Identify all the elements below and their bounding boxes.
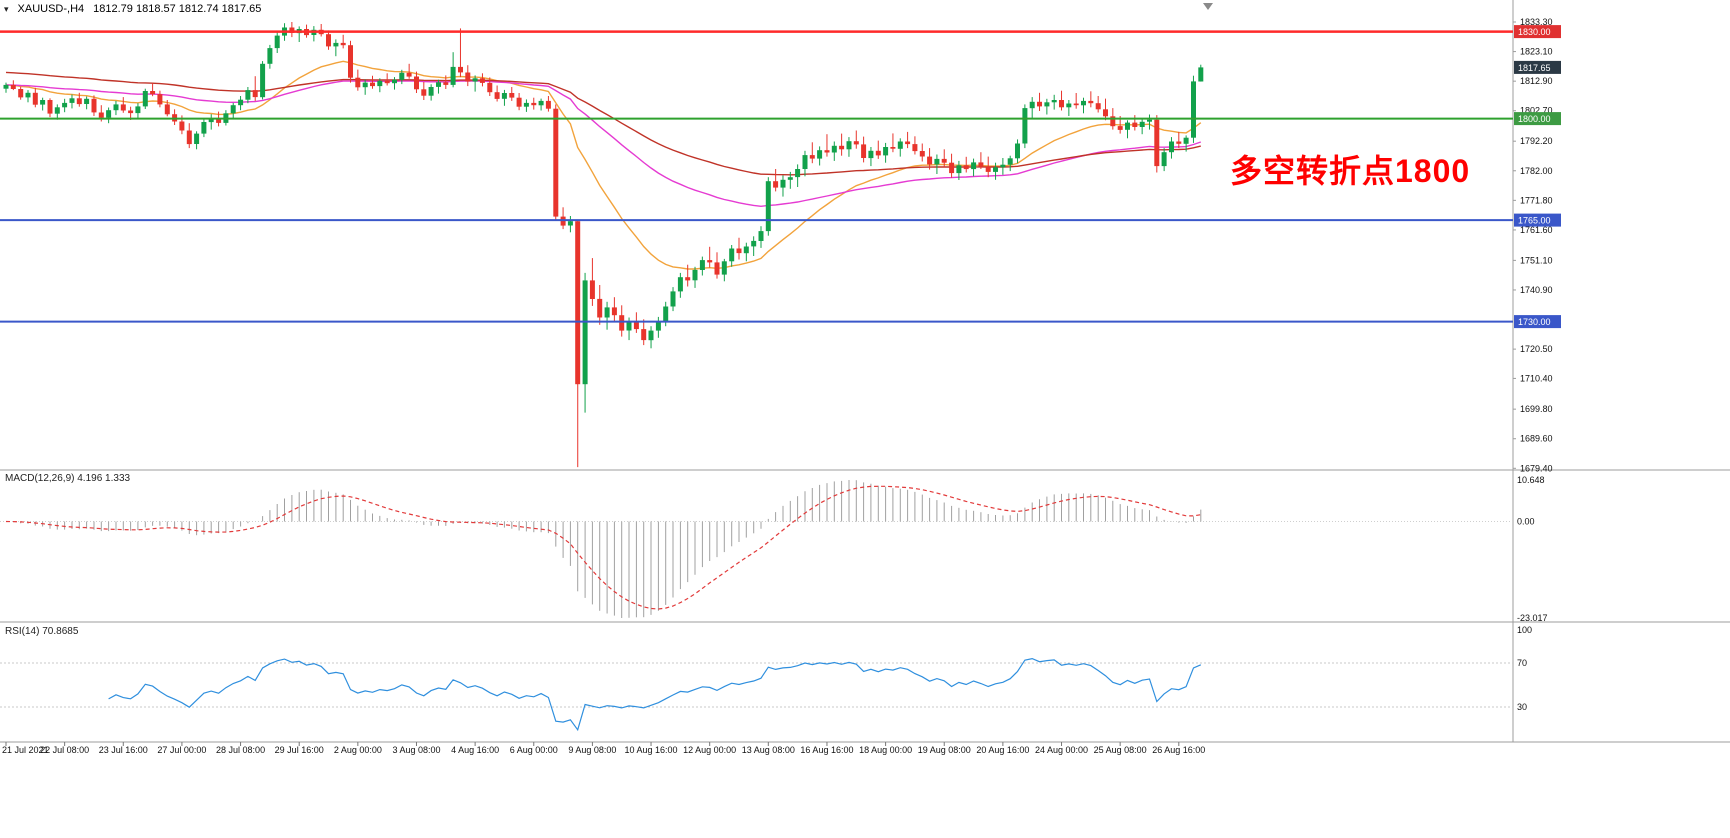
rsi-label: RSI(14) 70.8685 (5, 626, 79, 637)
svg-text:13 Aug 08:00: 13 Aug 08:00 (742, 745, 795, 755)
macd-signal-line (5, 485, 1201, 610)
svg-text:9 Aug 08:00: 9 Aug 08:00 (568, 745, 616, 755)
panel-separators (0, 0, 1730, 743)
svg-text:1792.20: 1792.20 (1520, 136, 1553, 146)
svg-text:1730.00: 1730.00 (1518, 317, 1551, 327)
svg-text:24 Aug 00:00: 24 Aug 00:00 (1035, 745, 1088, 755)
svg-text:26 Aug 16:00: 26 Aug 16:00 (1152, 745, 1205, 755)
svg-text:1823.10: 1823.10 (1520, 47, 1553, 57)
svg-text:22 Jul 08:00: 22 Jul 08:00 (40, 745, 89, 755)
svg-text:1802.70: 1802.70 (1520, 106, 1553, 116)
chart-shift-marker (1203, 3, 1213, 10)
svg-text:25 Aug 08:00: 25 Aug 08:00 (1094, 745, 1147, 755)
svg-text:29 Jul 16:00: 29 Jul 16:00 (275, 745, 324, 755)
svg-text:1771.80: 1771.80 (1520, 195, 1553, 205)
svg-text:12 Aug 00:00: 12 Aug 00:00 (683, 745, 736, 755)
svg-text:23 Jul 16:00: 23 Jul 16:00 (99, 745, 148, 755)
svg-text:70: 70 (1517, 658, 1527, 668)
svg-text:30: 30 (1517, 702, 1527, 712)
svg-text:21 Jul 2021: 21 Jul 2021 (2, 745, 49, 755)
support-1730-badge (1514, 315, 1561, 329)
svg-text:28 Jul 08:00: 28 Jul 08:00 (216, 745, 265, 755)
chart-header: ▾ XAUUSD-,H4 1812.79 1818.57 1812.74 181… (4, 3, 261, 15)
svg-text:6 Aug 00:00: 6 Aug 00:00 (510, 745, 558, 755)
pivot-1800-badge (1514, 112, 1561, 126)
svg-text:16 Aug 16:00: 16 Aug 16:00 (800, 745, 853, 755)
svg-text:2 Aug 00:00: 2 Aug 00:00 (334, 745, 382, 755)
macd-panel: 10.648 0.00 -23.017 (0, 475, 1548, 623)
svg-text:18 Aug 00:00: 18 Aug 00:00 (859, 745, 912, 755)
svg-text:1720.50: 1720.50 (1520, 344, 1553, 354)
svg-text:1679.40: 1679.40 (1520, 463, 1553, 473)
header-ohlc: 1812.79 1818.57 1812.74 1817.65 (93, 3, 262, 15)
svg-text:19 Aug 08:00: 19 Aug 08:00 (918, 745, 971, 755)
horizontal-level-lines[interactable] (0, 30, 1513, 323)
svg-text:3 Aug 08:00: 3 Aug 08:00 (392, 745, 440, 755)
svg-text:1782.00: 1782.00 (1520, 166, 1553, 176)
rsi-line (108, 657, 1202, 732)
svg-text:4 Aug 16:00: 4 Aug 16:00 (451, 745, 499, 755)
svg-text:100: 100 (1517, 625, 1532, 635)
current-price-badge (1514, 60, 1561, 74)
svg-text:1830.00: 1830.00 (1518, 27, 1551, 37)
macd-label: MACD(12,26,9) 4.196 1.333 (5, 473, 131, 484)
svg-text:1800.00: 1800.00 (1518, 114, 1551, 124)
svg-text:27 Jul 00:00: 27 Jul 00:00 (157, 745, 206, 755)
annotation-text[interactable]: 多空转折点1800 (1230, 153, 1471, 189)
price-axis[interactable]: 1833.30 1823.10 1812.90 1802.70 1792.20 1782.… (1513, 17, 1561, 473)
svg-text:1710.40: 1710.40 (1520, 373, 1553, 383)
ma-slow-red (5, 71, 1201, 176)
support-1765-badge (1514, 213, 1561, 227)
svg-text:1689.60: 1689.60 (1520, 434, 1553, 444)
svg-text:1812.90: 1812.90 (1520, 76, 1553, 86)
candles (3, 22, 1204, 468)
rsi-panel: 100 70 30 (0, 625, 1532, 732)
svg-text:-23.017: -23.017 (1517, 613, 1548, 623)
symbol-timeframe: XAUUSD-,H4 (17, 3, 85, 15)
chart-menu-icon[interactable]: ▾ (4, 3, 9, 14)
svg-text:1761.60: 1761.60 (1520, 225, 1553, 235)
moving-averages (5, 60, 1202, 270)
ma-mid-magenta (5, 80, 1202, 208)
svg-text:1740.90: 1740.90 (1520, 285, 1553, 295)
svg-text:20 Aug 16:00: 20 Aug 16:00 (976, 745, 1029, 755)
svg-text:1765.00: 1765.00 (1518, 216, 1551, 226)
svg-text:1833.30: 1833.30 (1520, 17, 1553, 27)
resistance-1830-badge (1514, 25, 1561, 39)
svg-text:10 Aug 16:00: 10 Aug 16:00 (625, 745, 678, 755)
svg-text:1751.10: 1751.10 (1520, 255, 1553, 265)
svg-text:10.648: 10.648 (1517, 475, 1545, 485)
svg-text:1817.65: 1817.65 (1518, 63, 1551, 73)
svg-text:1699.80: 1699.80 (1520, 404, 1553, 414)
svg-text:0.00: 0.00 (1517, 516, 1535, 526)
